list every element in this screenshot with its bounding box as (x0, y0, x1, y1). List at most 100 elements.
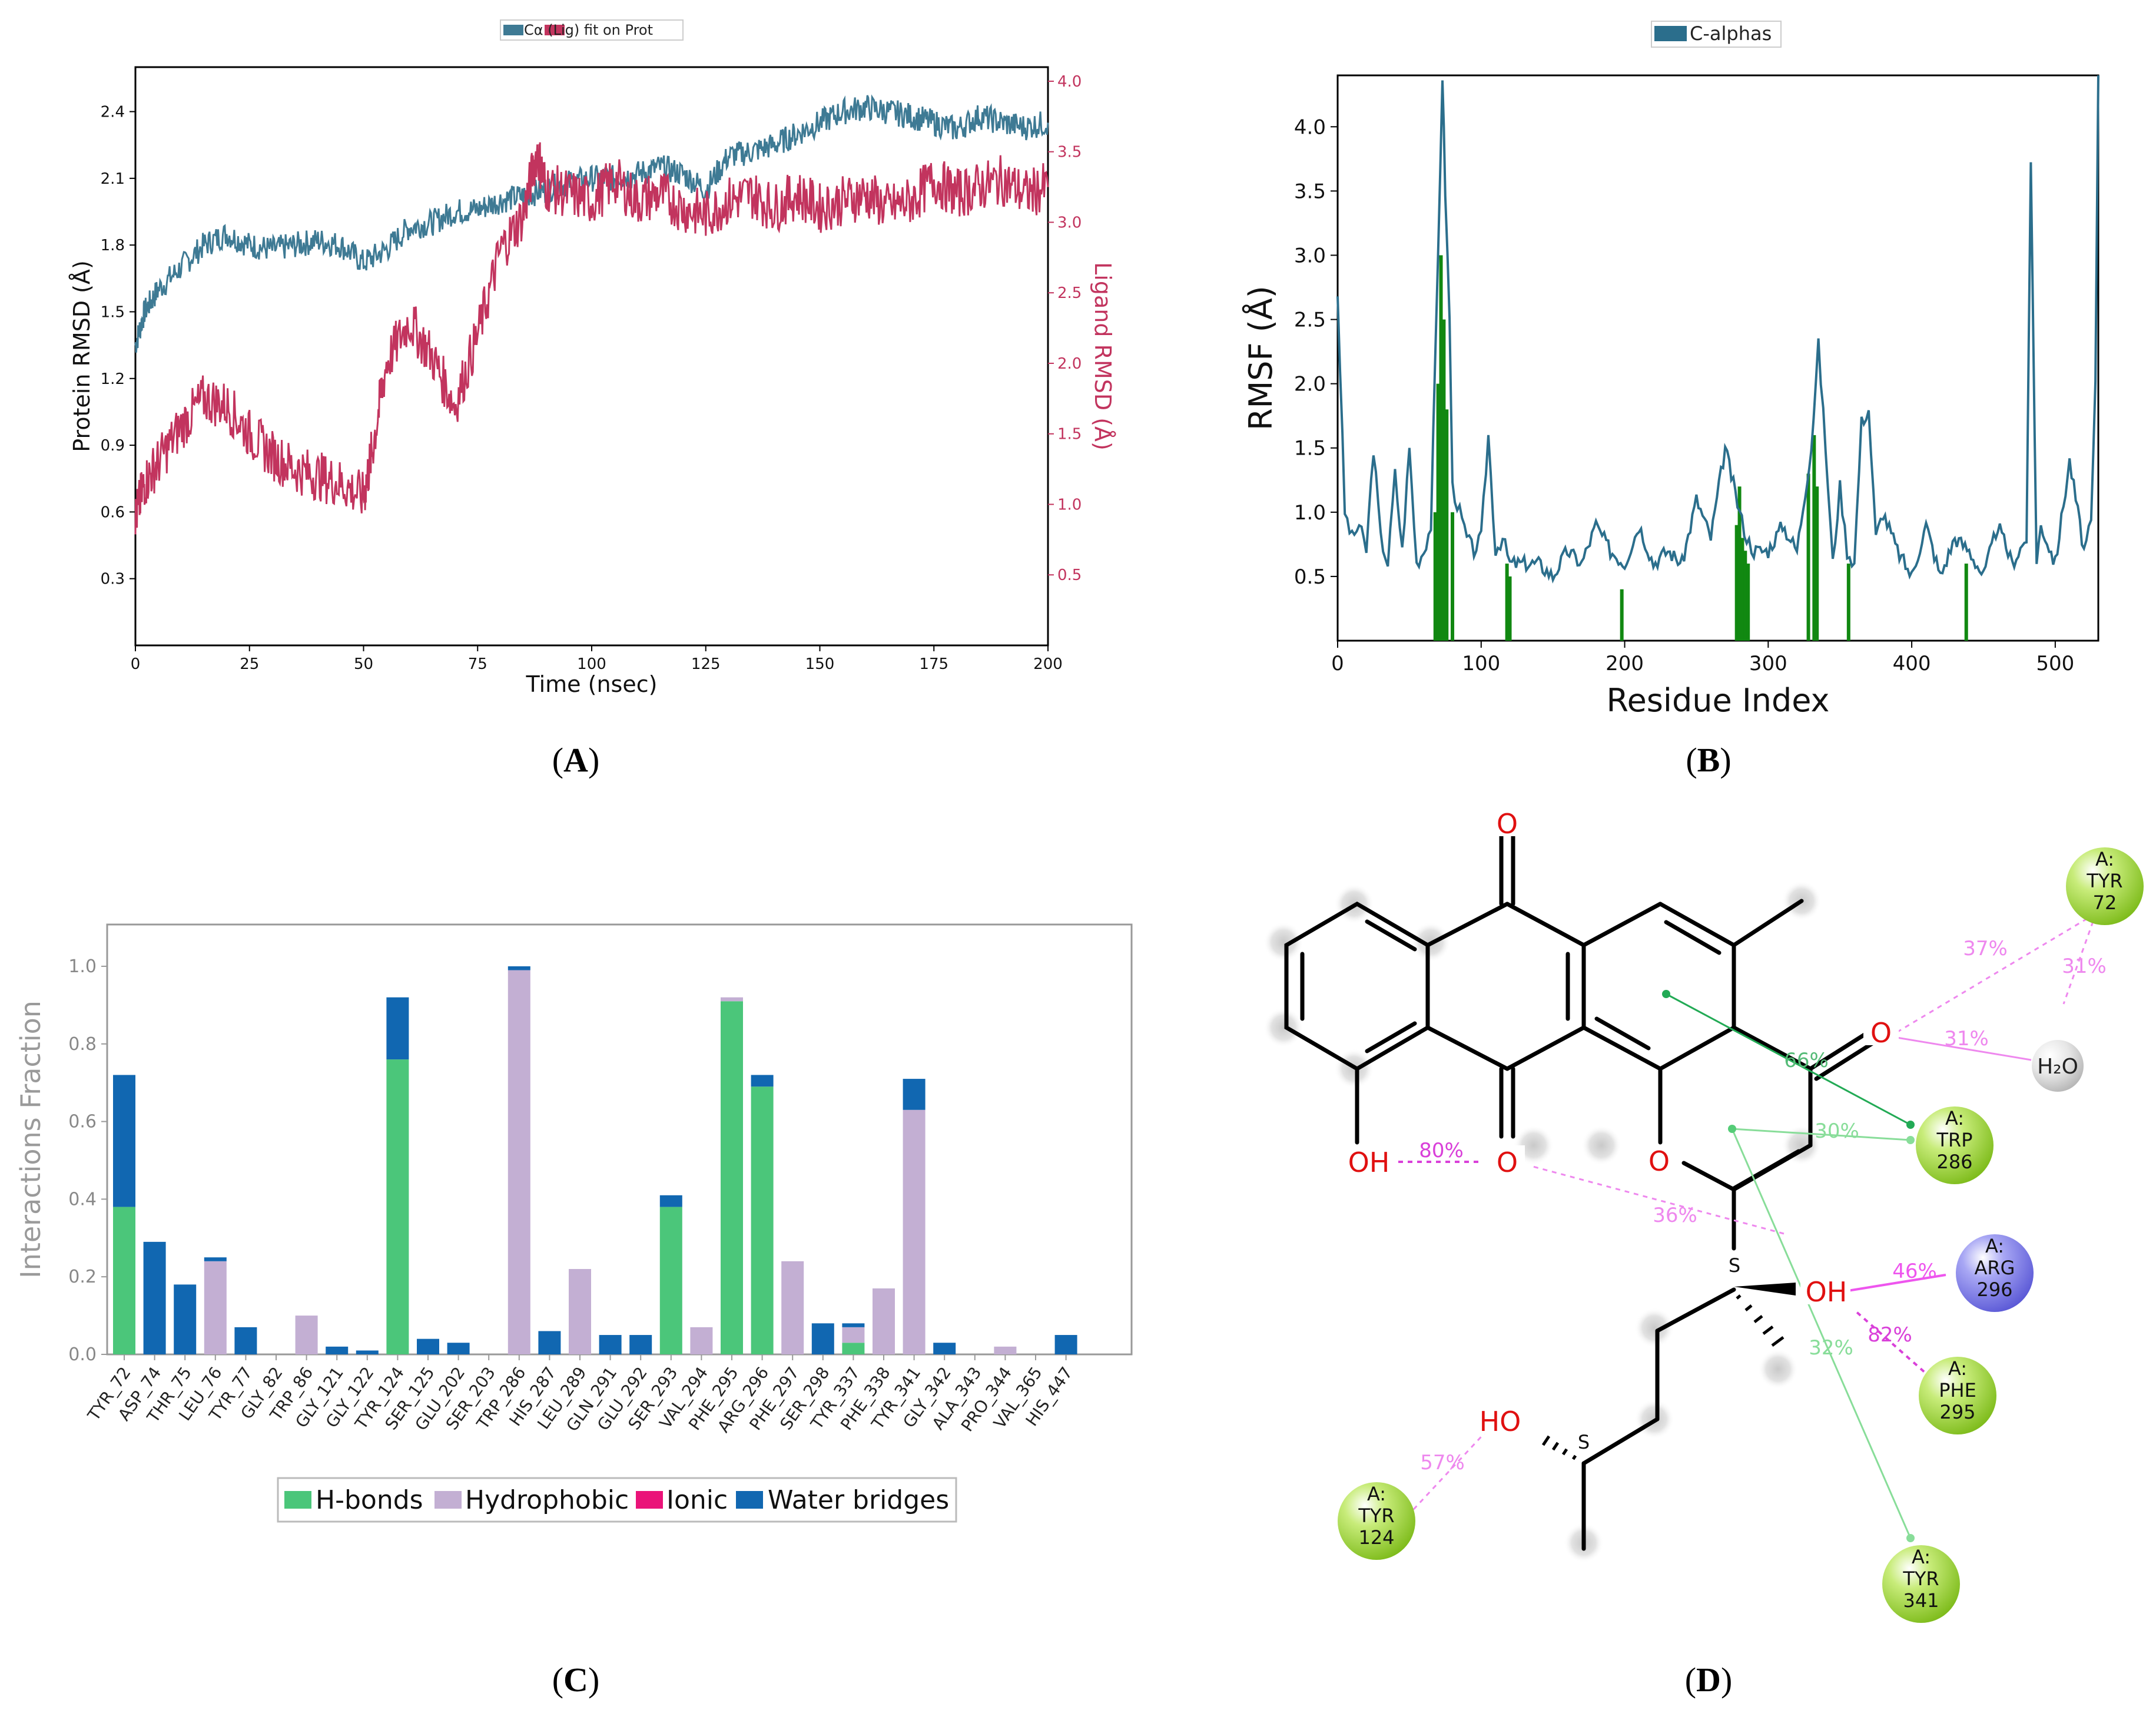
bar-water-bridges-tyr_77 (234, 1327, 257, 1354)
contact-bar-b (1451, 512, 1455, 641)
pct-31b: 31% (1944, 1027, 1989, 1051)
y-right-tick-label-a: 1.0 (1057, 496, 1082, 513)
legend-swatch-calphas (1654, 26, 1687, 41)
y-right-tick-label-a: 4.0 (1057, 73, 1082, 91)
bar-water-bridges-arg_296 (751, 1075, 774, 1087)
legend-label-hydrophobic: Hydrophobic (465, 1485, 629, 1515)
bar-water-bridges-ser_293 (659, 1195, 682, 1207)
pct-36: 36% (1653, 1204, 1697, 1227)
x-tick-label-a: 25 (240, 655, 259, 673)
pct-30: 30% (1815, 1119, 1859, 1143)
panel-c-legend: H-bonds Hydrophobic Ionic Water bridges (277, 1477, 957, 1523)
residue-tyr341: A: TYR 341 (1882, 1545, 1960, 1623)
residue-trp286-num: 286 (1936, 1151, 1972, 1173)
y-axis-left-label-a: Protein RMSD (Å) (69, 260, 95, 452)
y-left-tick-label-a: 1.8 (101, 237, 125, 254)
y-tick-label-b: 2.5 (1294, 309, 1326, 332)
x-tick-label-a: 175 (919, 655, 948, 673)
panel-b: C-alphas 0 100 200 300 400 500 0.5 1.0 1.5 2.0 2.… (1242, 21, 2099, 779)
x-tick-label-b: 0 (1331, 652, 1344, 675)
bar-h-bonds-ser_293 (659, 1207, 682, 1354)
contact-bar-b (1508, 576, 1512, 641)
contact-bars-b (1433, 255, 1968, 641)
rmsf-line-b (1336, 75, 2099, 584)
legend-label-a: Cα (Lig) fit on Prot (524, 22, 653, 38)
water-label: H₂O (2037, 1055, 2078, 1079)
y-tick-label-c: 0.6 (68, 1112, 97, 1132)
y-left-tick-label-a: 1.5 (101, 303, 125, 321)
pct-37: 37% (1963, 937, 2008, 960)
x-axis-label-a: Time (nsec) (526, 671, 658, 697)
y-left-tick-label-a: 0.6 (101, 503, 125, 521)
panel-label-a: (A) (552, 741, 600, 779)
bar-h-bonds-tyr_124 (386, 1059, 409, 1354)
bar-water-bridges-tyr_341 (903, 1079, 926, 1110)
x-tick-label-b: 100 (1462, 652, 1500, 675)
bar-hydrophobic-trp_86 (295, 1316, 318, 1354)
x-tick-label-b: 400 (1893, 652, 1931, 675)
residue-phe295-num: 295 (1939, 1401, 1975, 1423)
y-left-tick-label-a: 2.4 (101, 104, 125, 121)
y-tick-label-b: 1.5 (1294, 437, 1326, 460)
panel-a: Cα (Lig) fit on Prot 0 25 50 75 100 125 150 175… (69, 19, 1116, 779)
contact-bar-b (1846, 564, 1850, 641)
y-right-tick-label-a: 1.5 (1057, 426, 1082, 443)
contact-bar-b (1806, 473, 1810, 641)
residue-arg296-name: ARG (1975, 1257, 2015, 1279)
series-line-a-1 (134, 142, 1049, 535)
panel-label-c: (C) (552, 1661, 600, 1699)
x-tick-label-a: 100 (577, 655, 606, 673)
x-axis-ticks-b: 0 100 200 300 400 500 (1331, 641, 2074, 675)
contact-bar-b (1620, 589, 1624, 641)
legend-swatch-ionic (636, 1491, 663, 1509)
residue-tyr72: A: TYR 72 (2066, 847, 2144, 925)
plot-frame-c (106, 923, 1133, 1356)
residue-phe295-chain: A: (1948, 1357, 1967, 1380)
y-axis-right-label-a: Ligand RMSD (Å) (1090, 262, 1116, 450)
y-tick-label-c: 0.8 (68, 1034, 97, 1055)
bar-water-bridges-gln_291 (599, 1335, 622, 1354)
x-tick-label-b: 500 (2036, 652, 2074, 675)
pct-31a: 31% (2062, 955, 2107, 978)
legend-label-ionic: Ionic (666, 1485, 728, 1515)
x-axis-ticks-c: TYR_72ASP_74THR_75LEU_76TYR_77GLY_82TRP_… (84, 1354, 1076, 1436)
y-tick-label-b: 0.5 (1294, 565, 1326, 589)
y-right-tick-label-a: 3.0 (1057, 214, 1082, 231)
residue-phe295: A: PHE 295 (1919, 1357, 1996, 1434)
y-left-tick-label-a: 1.2 (101, 370, 125, 388)
y-right-tick-label-a: 2.0 (1057, 355, 1082, 373)
legend-label-hbonds: H-bonds (316, 1485, 423, 1515)
x-axis-label-b: Residue Index (1606, 682, 1829, 719)
atom-oh-right: OH (1806, 1276, 1847, 1308)
series-lines-b (1336, 75, 2099, 584)
bar-water-bridges-tyr_337 (842, 1323, 865, 1327)
pct-46: 46% (1892, 1260, 1937, 1283)
bar-water-bridges-asp_74 (143, 1241, 166, 1354)
panel-letter-d: D (1696, 1661, 1721, 1699)
bar-water-bridges-tyr_72 (113, 1075, 135, 1207)
residue-tyr124-num: 124 (1358, 1526, 1394, 1549)
residue-tyr341-chain: A: (1912, 1546, 1931, 1568)
bar-hydrophobic-leu_289 (569, 1269, 591, 1354)
y-tick-label-c: 0.2 (68, 1267, 97, 1287)
pct-57: 57% (1420, 1451, 1465, 1475)
bar-water-bridges-glu_292 (629, 1335, 652, 1354)
interaction-percentages: 80% 36% 37% 31% 31% 66% 30% 46% 82% 32% … (1419, 937, 2107, 1475)
y-right-tick-label-a: 2.5 (1057, 284, 1082, 302)
bar-water-bridges-gly_122 (356, 1350, 379, 1354)
y-tick-label-b: 1.0 (1294, 501, 1326, 525)
bar-water-bridges-gly_121 (326, 1346, 349, 1354)
pct-80: 80% (1419, 1139, 1464, 1162)
atom-o-ring: O (1648, 1145, 1670, 1177)
x-tick-label-a: 0 (131, 655, 141, 673)
y-tick-label-c: 1.0 (68, 956, 97, 977)
bar-water-bridges-leu_76 (204, 1257, 227, 1261)
y-right-tick-label-a: 0.5 (1057, 566, 1082, 584)
panel-letter-a: A (563, 741, 588, 779)
y-tick-label-c: 0.4 (68, 1189, 97, 1210)
y-axis-ticks-c: 0.0 0.2 0.4 0.6 0.8 1.0 (68, 956, 107, 1365)
bar-h-bonds-tyr_337 (842, 1343, 865, 1354)
bar-hydrophobic-pro_344 (994, 1346, 1017, 1354)
panel-c: 0.0 0.2 0.4 0.6 0.8 1.0 TYR_72ASP_74THR_75LEU… (15, 923, 1133, 1699)
legend-swatch-protein (503, 25, 523, 35)
